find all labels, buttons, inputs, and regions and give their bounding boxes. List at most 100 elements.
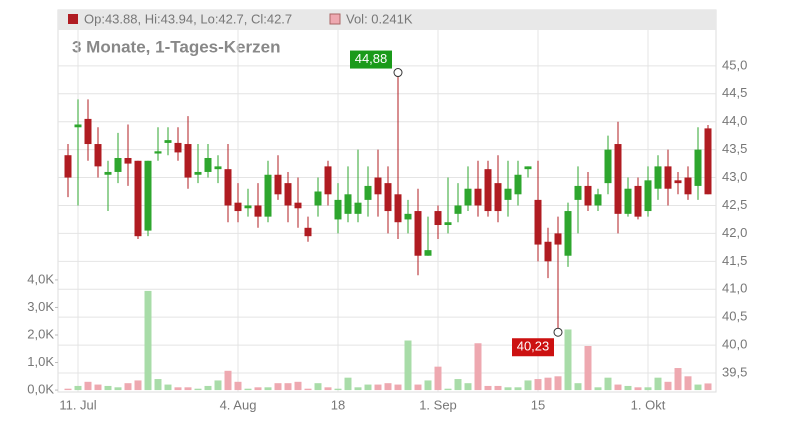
volume-bar (444, 388, 452, 391)
volume-bar (294, 381, 302, 391)
volume-bar (554, 376, 562, 391)
candle-body (84, 118, 92, 145)
volume-bar (344, 377, 352, 391)
volume-bar (574, 383, 582, 391)
candle-body (664, 166, 672, 189)
y-tick-label: 41,0 (722, 281, 747, 296)
volume-label: Vol: 0.241K (346, 11, 413, 26)
candle-body (574, 185, 582, 200)
x-tick-label: 1. Okt (631, 397, 666, 412)
volume-bar (194, 388, 202, 391)
volume-bar (134, 380, 142, 391)
candle-body (584, 185, 592, 206)
y-tick-label: 43,0 (722, 169, 747, 184)
y-tick-label: 44,5 (722, 85, 747, 100)
volume-bar (624, 385, 632, 391)
candle-body (494, 183, 502, 212)
candle-body (444, 222, 452, 226)
volume-bar (104, 385, 112, 391)
candle-body (484, 169, 492, 212)
x-tick-label: 11. Jul (59, 397, 96, 412)
volume-bar (184, 387, 192, 391)
volume-bar (164, 384, 172, 391)
candle-body (124, 157, 132, 164)
candle-body (374, 177, 382, 195)
candle-body (414, 211, 422, 256)
candle-body (624, 188, 632, 214)
candle-body (134, 160, 142, 237)
candle-body (364, 185, 372, 200)
volume-bar (694, 384, 702, 391)
volume-bar (704, 383, 712, 391)
candle-body (334, 199, 342, 220)
candle-body (154, 151, 162, 154)
candle-body (354, 202, 362, 214)
candle-body (644, 180, 652, 212)
volume-bar (674, 368, 682, 391)
y-tick-label: 41,5 (722, 253, 747, 268)
volume-bar (504, 387, 512, 391)
candle-body (224, 169, 232, 206)
candle-body (554, 233, 562, 245)
header-bar (58, 10, 716, 30)
candle-body (274, 174, 282, 195)
volume-bar (384, 383, 392, 391)
volume-bar (264, 387, 272, 391)
candle-body (474, 188, 482, 206)
annotation-label: 40,23 (517, 339, 550, 354)
volume-bar (474, 343, 482, 391)
candle-body (254, 205, 262, 217)
volume-bar (274, 383, 282, 391)
candle-body (514, 174, 522, 195)
candle-body (694, 149, 702, 186)
volume-bar (284, 383, 292, 391)
y-tick-label: 39,5 (722, 364, 747, 379)
x-tick-label: 4. Aug (220, 397, 257, 412)
candle-body (594, 194, 602, 206)
candle-body (654, 166, 662, 189)
volume-bar (494, 385, 502, 391)
volume-bar (94, 384, 102, 391)
volume-bar (354, 387, 362, 391)
annotation-box (350, 50, 392, 69)
candle-body (294, 202, 302, 209)
volume-bar (434, 366, 442, 391)
candle-body (394, 194, 402, 223)
volume-bar (304, 388, 312, 391)
volume-bar (364, 384, 372, 391)
volume-bar (614, 384, 622, 391)
volume-bar (324, 387, 332, 391)
candle-body (94, 144, 102, 167)
volume-bar (394, 384, 402, 391)
candle-body (144, 160, 152, 231)
candle-body (524, 166, 532, 170)
volume-bar (174, 387, 182, 391)
volume-bar (124, 383, 132, 391)
candle-body (384, 183, 392, 212)
candle-body (634, 185, 642, 217)
volume-bar (244, 388, 252, 391)
volume-bar (564, 329, 572, 391)
candle-body (534, 199, 542, 245)
volume-bar (114, 387, 122, 391)
y2-tick-label: 4,0K (27, 271, 54, 286)
volume-bar (664, 381, 672, 391)
candle-body (194, 171, 202, 175)
candle-body (704, 128, 712, 195)
candle-body (344, 194, 352, 214)
candle-body (614, 144, 622, 214)
y-tick-label: 44,0 (722, 113, 747, 128)
annotation-marker (553, 327, 563, 337)
candle-body (214, 166, 222, 170)
candle-body (314, 191, 322, 206)
y-tick-label: 40,0 (722, 337, 747, 352)
volume-bar (454, 379, 462, 391)
y-tick-label: 42,0 (722, 225, 747, 240)
legend-swatch (68, 14, 78, 24)
volume-bar (154, 379, 162, 391)
annotation-label: 44,88 (355, 51, 388, 66)
volume-bar (144, 290, 152, 391)
y-tick-label: 42,5 (722, 197, 747, 212)
volume-bar (514, 387, 522, 391)
